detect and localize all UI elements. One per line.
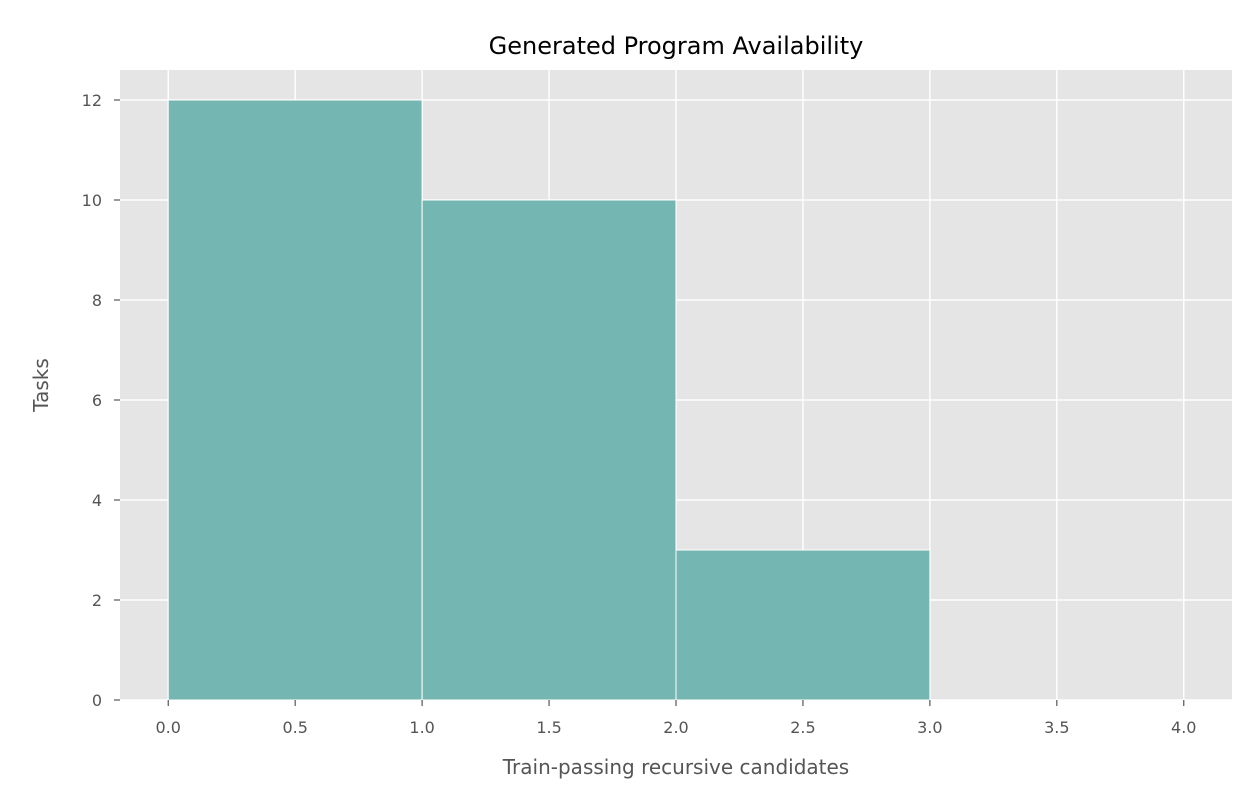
x-tick-label: 0.0 bbox=[156, 718, 181, 737]
bars bbox=[167, 99, 931, 701]
y-tick-label: 0 bbox=[92, 691, 102, 710]
axis-ticks: 0.0 0.5 1.0 1.5 2.0 2.5 3.0 3.5 4.0 0 2 4 6 8 10 12 bbox=[82, 91, 1197, 737]
y-tick-label: 4 bbox=[92, 491, 102, 510]
x-tick-label: 3.0 bbox=[917, 718, 942, 737]
x-tick-label: 4.0 bbox=[1171, 718, 1196, 737]
y-tick-label: 10 bbox=[82, 191, 102, 210]
x-tick-label: 2.5 bbox=[790, 718, 815, 737]
x-axis-label: Train-passing recursive candidates bbox=[502, 755, 849, 779]
histogram-bar bbox=[421, 199, 677, 701]
histogram-bar bbox=[167, 99, 423, 701]
x-tick-label: 3.5 bbox=[1044, 718, 1069, 737]
y-tick-label: 12 bbox=[82, 91, 102, 110]
x-tick-label: 1.0 bbox=[409, 718, 434, 737]
histogram-bar bbox=[675, 549, 931, 701]
x-tick-label: 0.5 bbox=[282, 718, 307, 737]
y-axis-label: Tasks bbox=[29, 358, 53, 413]
x-tick-label: 2.0 bbox=[663, 718, 688, 737]
chart-title: Generated Program Availability bbox=[489, 32, 864, 60]
y-tick-label: 6 bbox=[92, 391, 102, 410]
x-tick-label: 1.5 bbox=[536, 718, 561, 737]
y-tick-label: 8 bbox=[92, 291, 102, 310]
y-tick-label: 2 bbox=[92, 591, 102, 610]
